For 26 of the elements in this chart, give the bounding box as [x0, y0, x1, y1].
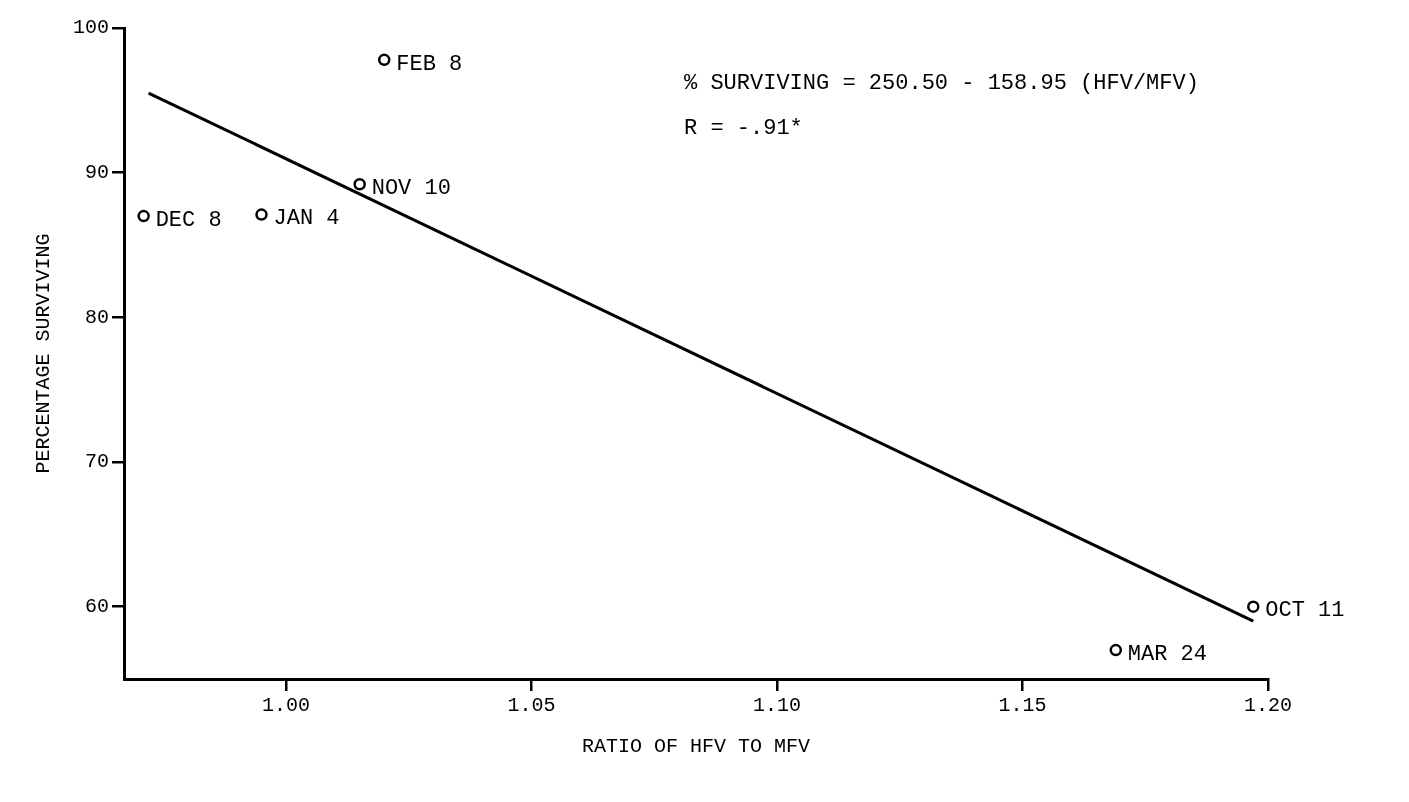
y-tick-label: 80 — [84, 305, 110, 329]
y-tick-label: 70 — [84, 450, 110, 474]
annotation: NOV 10 — [371, 176, 451, 202]
y-axis-title: PERCENTAGE SURVIVING — [32, 233, 56, 474]
x-tick-label: 1.15 — [998, 694, 1047, 718]
y-tick-label: 90 — [84, 160, 110, 184]
x-tick-label: 1.05 — [507, 694, 556, 718]
x-tick-label: 1.00 — [262, 694, 311, 718]
x-tick-label: 1.10 — [753, 694, 802, 718]
annotation: FEB 8 — [396, 51, 463, 77]
point — [255, 208, 268, 221]
annotation: JAN 4 — [273, 206, 340, 232]
point — [1109, 643, 1123, 657]
point — [1247, 600, 1260, 613]
point — [137, 209, 150, 223]
annotation: R = -.91* — [684, 115, 803, 141]
x-tick-label: 1.20 — [1243, 694, 1293, 718]
annotation: MAR 24 — [1127, 641, 1208, 667]
annotation: DEC 8 — [155, 207, 222, 233]
annotation: OCT 11 — [1265, 598, 1345, 624]
annotation: % SURVIVING = 250.50 - 158.95 (HFV/MFV) — [684, 70, 1199, 96]
x-axis-title: RATIO OF HFV TO MFV — [581, 735, 811, 759]
y-tick-label: 100 — [72, 16, 110, 40]
y-tick-label: 60 — [84, 594, 110, 618]
point — [377, 53, 391, 67]
point — [353, 177, 366, 191]
